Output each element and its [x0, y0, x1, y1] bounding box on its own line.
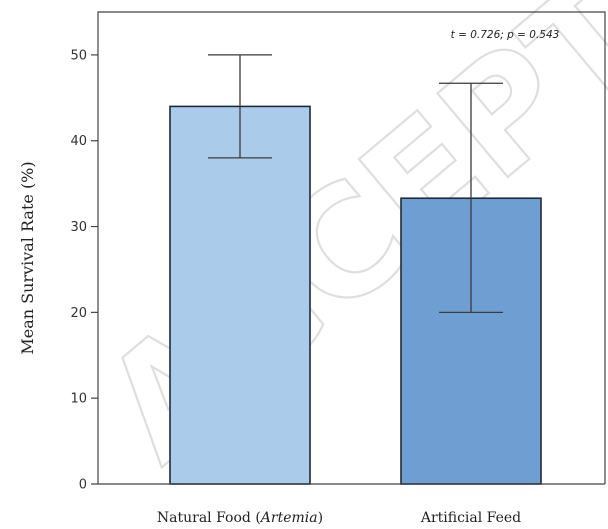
category-label-2: Artificial Feed — [420, 510, 521, 526]
y-tick-label-40: 40 — [70, 134, 87, 149]
x-axis-categories: Natural Food (Artemia) Artificial Feed — [157, 510, 521, 526]
y-tick-label-30: 30 — [70, 220, 87, 235]
y-tick-label-10: 10 — [70, 392, 87, 407]
y-tick-label-50: 50 — [70, 48, 87, 63]
stats-annotation: t = 0.726; p = 0.543 — [451, 29, 560, 41]
y-axis-label: Mean Survival Rate (%) — [18, 161, 37, 354]
y-axis-ticks: 0 10 20 30 40 50 — [70, 48, 98, 493]
plot-frame — [97, 11, 606, 484]
category-label-1: Natural Food (Artemia) — [157, 510, 323, 526]
y-tick-label-20: 20 — [70, 306, 87, 321]
bar-1 — [169, 105, 311, 485]
error-bars — [98, 54, 605, 485]
y-tick-label-0: 0 — [79, 478, 87, 493]
